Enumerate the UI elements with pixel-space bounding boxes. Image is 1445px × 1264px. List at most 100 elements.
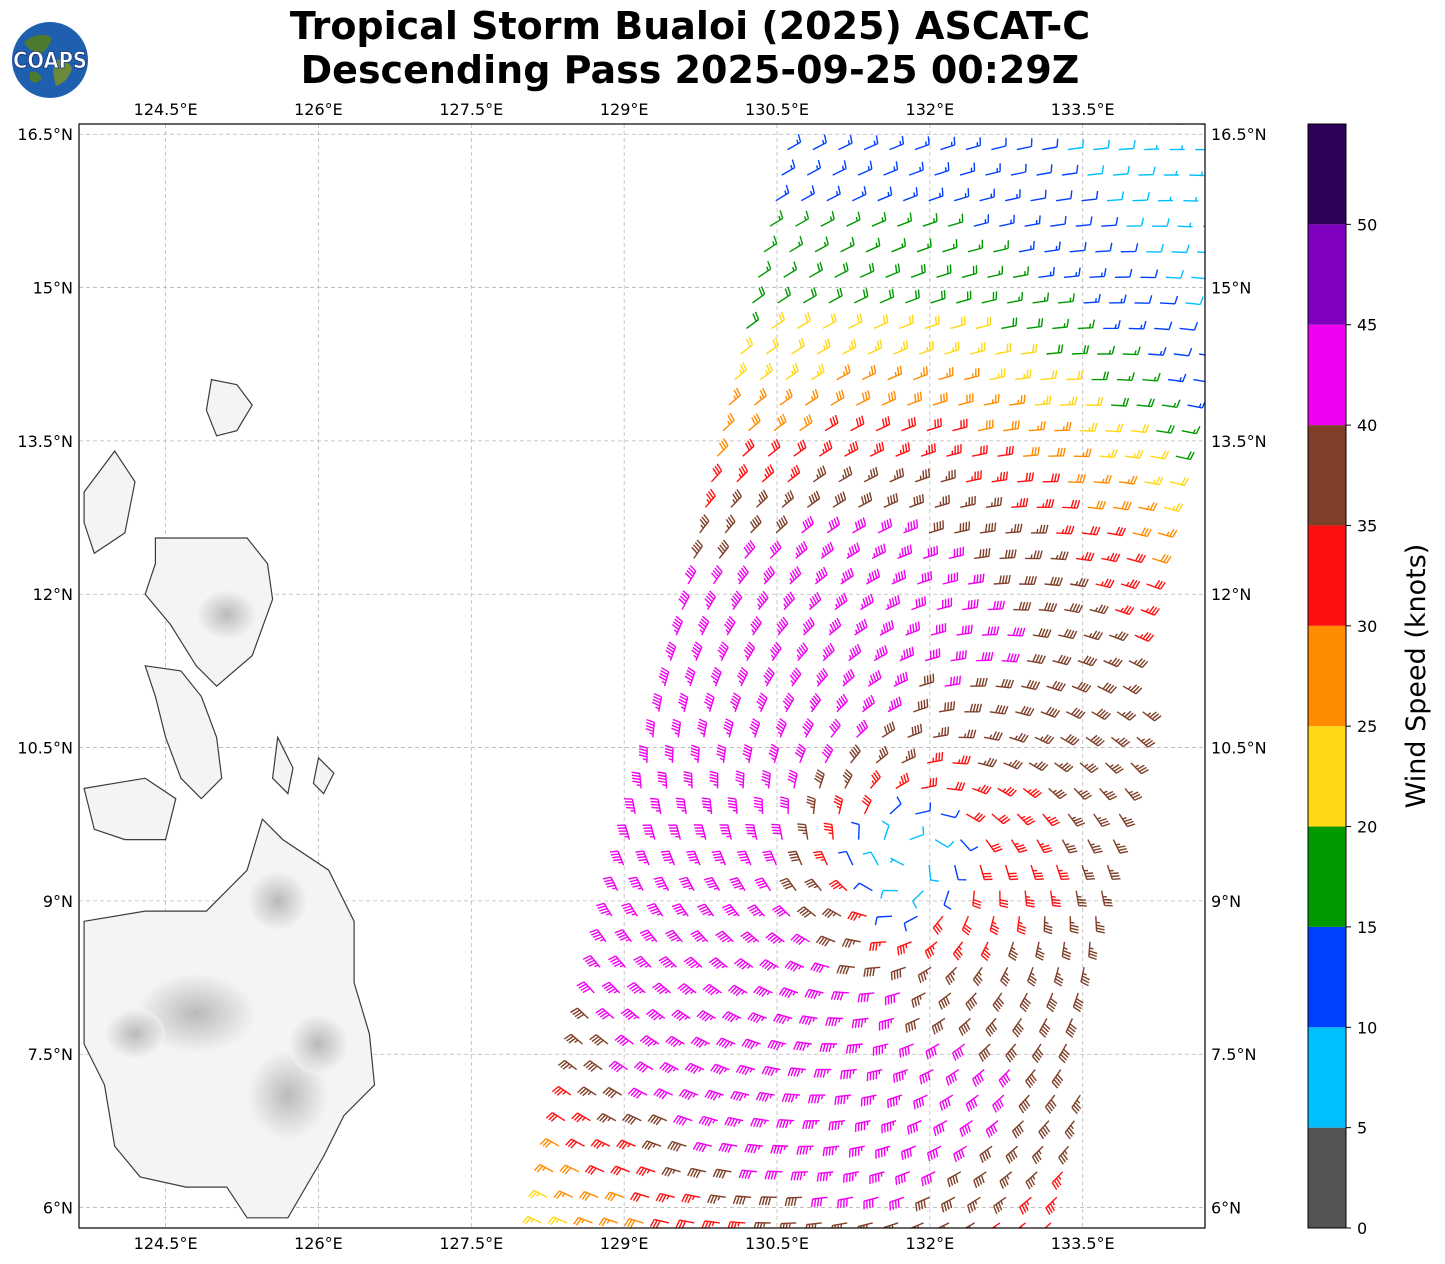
wind-barb [1075,216,1093,227]
wind-barb [863,1196,879,1210]
wind-barb [687,1167,707,1179]
wind-barb [1175,451,1195,461]
wind-barb [1156,424,1175,434]
wind-barb [901,748,916,764]
wind-barb [1118,813,1136,828]
wind-barb [551,1085,572,1096]
wind-barb [671,718,682,738]
wind-barb [1071,681,1092,693]
wind-barb [785,363,799,381]
wind-barb [965,992,978,1012]
wind-barb [756,692,768,713]
wind-barb [936,597,953,611]
wind-barb [790,1171,808,1181]
wind-barb [710,565,723,585]
wind-barb [1044,576,1063,587]
land-layer [83,378,376,1219]
wind-barb [779,877,797,892]
wind-barb [1112,500,1132,511]
wind-barb [848,1145,865,1158]
wind-barb [849,744,861,764]
wind-barb [905,289,920,304]
wind-barb [1044,1094,1057,1114]
wind-barb [934,494,950,508]
wind-barb [891,569,907,585]
wind-barb [997,786,1017,797]
wind-barb [889,1196,905,1211]
wind-barb [1087,839,1103,854]
wind-barb [964,703,983,713]
wind-barb [875,416,891,432]
wind-barb [675,797,687,815]
wind-barb [916,238,932,253]
wind-barb [653,876,670,892]
wind-barb [1073,448,1092,458]
wind-barb [1010,839,1028,853]
wind-barb [690,1036,711,1048]
wind-barb [1067,474,1086,484]
wind-barb [866,1068,883,1082]
wind-barb [956,624,973,636]
wind-barb [671,615,684,636]
lon-tick-label-bottom: 124.5°E [134,1234,198,1253]
wind-barb [953,1145,968,1163]
lat-tick-label-right: 7.5°N [1211,1045,1256,1064]
wind-barb [621,1113,642,1125]
wind-barb [1103,657,1123,668]
wind-barb [659,1061,679,1074]
lon-tick-label-top: 126°E [294,100,343,119]
wind-barb [809,692,822,713]
wind-barb [528,1189,548,1199]
wind-barb [958,393,974,406]
wind-barb [820,541,834,559]
wind-barb [1022,787,1043,799]
wind-barb [913,1094,928,1110]
wind-barb [813,1068,832,1078]
wind-barb [1124,449,1144,459]
wind-barb [845,1043,863,1054]
wind-barb [893,1068,909,1083]
wind-barb [867,339,883,355]
wind-barb [887,696,902,713]
wind-barb [889,135,905,151]
wind-barb [691,641,703,661]
wind-barb [727,984,748,997]
wind-barb [665,1035,685,1048]
wind-barb [1105,423,1124,433]
wind-barb [810,1196,828,1208]
wind-barb [989,704,1009,715]
wind-barb [761,464,775,483]
wind-barb [1118,475,1138,485]
wind-barb [806,795,816,815]
wind-barb [879,288,895,304]
wind-barb [1116,710,1137,721]
wind-barb [716,438,729,457]
wind-barb [902,187,918,202]
wind-barb [686,850,701,866]
wind-barb [901,1145,916,1160]
wind-barb [1027,967,1038,987]
wind-barb [1056,190,1073,202]
wind-barb [584,1164,605,1176]
wind-barb [1026,318,1044,330]
wind-barb [1024,550,1043,560]
wind-barb [1081,526,1101,536]
wind-barb [814,769,825,789]
wind-barb [589,928,607,943]
wind-barb [1124,787,1143,801]
wind-barb [1010,163,1027,176]
wind-barb [601,981,621,994]
wind-barb [1130,762,1149,775]
wind-barb [1081,864,1096,880]
wind-barb [1157,196,1174,202]
wind-barb [832,491,847,508]
wind-barb [997,445,1014,457]
wind-barb [635,1166,656,1177]
wind-barb [999,549,1017,560]
wind-barb [844,124,847,125]
wind-barb [911,992,926,1008]
wind-barb [865,568,881,585]
wind-barb [573,1216,593,1226]
wind-barb [1140,605,1160,616]
wind-barb [928,187,944,202]
